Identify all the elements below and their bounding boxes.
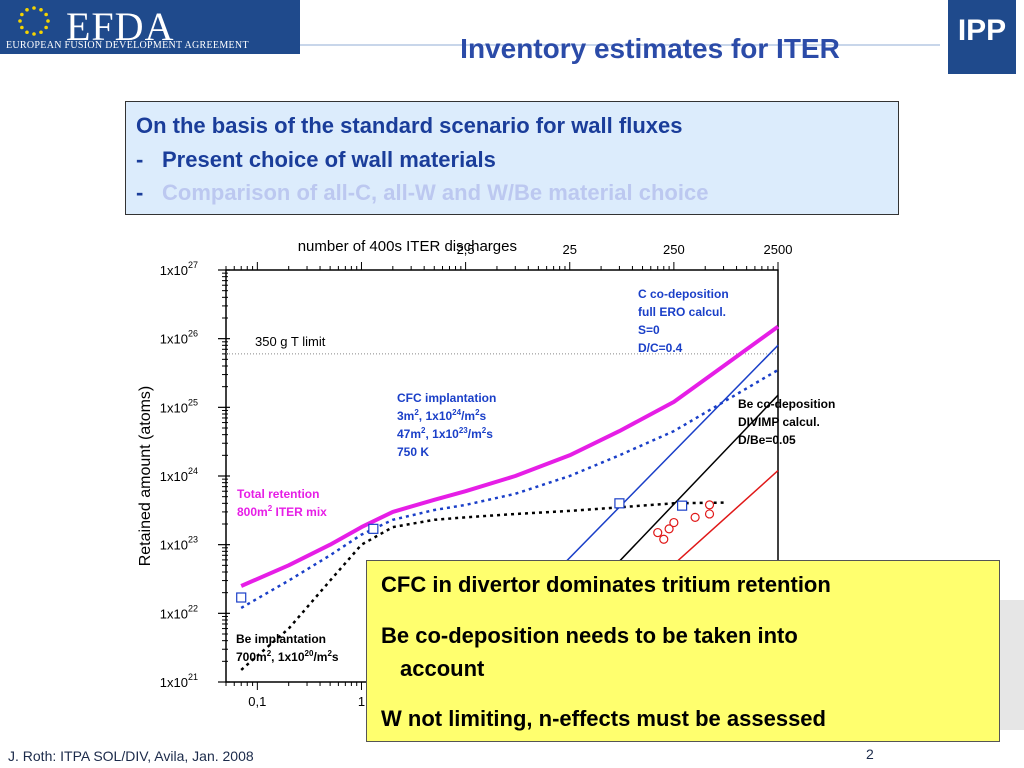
y-tick-label: 1x1025 (160, 397, 198, 415)
eu-star (46, 19, 50, 23)
annotation-be-impl: Be implantation (236, 632, 326, 646)
eu-star (39, 7, 43, 12)
bullet-dash: - (136, 147, 144, 172)
retention-chart: 1x1027 1x1026 1x1025 1x1024 1x1023 1x1022 1x10… (137, 238, 835, 709)
top-axis-label: number of 400s ITER discharges (298, 238, 517, 255)
eu-star (32, 6, 36, 10)
data-point-circle (669, 517, 679, 528)
eu-star (39, 30, 43, 35)
annotation-cfc-impl: 47m2, 1x1023/m2s (397, 426, 493, 441)
annotation-be-codep: DIVIMP calcul. (738, 415, 820, 429)
annotation-be-impl: 700m2, 1x1020/m2s (236, 649, 339, 664)
annotation-c-codep: D/C=0.4 (638, 341, 683, 355)
decorative-strip (1000, 600, 1024, 730)
data-point-circle (664, 524, 674, 534)
eu-star (18, 19, 22, 23)
annotation-be-codep: Be co-deposition (738, 397, 835, 411)
footer-citation: J. Roth: ITPA SOL/DIV, Avila, Jan. 2008 (8, 748, 254, 764)
x-top-tick-label: 250 (663, 242, 685, 257)
data-point-square (368, 523, 379, 534)
y-axis-label: Retained amount (atoms) (137, 386, 154, 567)
conclusion-line-continued: account (400, 656, 485, 681)
x-bottom-tick-label: 0,1 (248, 694, 266, 709)
eu-star (44, 25, 48, 30)
conclusion-line: CFC in divertor dominates tritium retent… (381, 572, 831, 597)
context-item-text: Comparison of all-C, all-W and W/Be mate… (162, 180, 709, 205)
eu-star (20, 25, 24, 30)
annotation-be-codep: D/Be=0.05 (738, 433, 796, 447)
x-top-tick-label: 2500 (764, 242, 793, 257)
efda-logo: EFDA EUROPEAN FUSION DEVELOPMENT AGREEME… (0, 0, 300, 54)
data-point-circle (704, 500, 715, 510)
efda-logo-subtitle: EUROPEAN FUSION DEVELOPMENT AGREEMENT (6, 40, 249, 51)
series-line-cfc-implantation (240, 368, 779, 609)
series-line-be-implantation (240, 501, 724, 671)
x-bottom-tick-label: 1 (358, 694, 365, 709)
context-item: - Present choice of wall materials (136, 147, 496, 173)
y-tick-label: 1x1027 (160, 260, 198, 278)
conclusion-line: W not limiting, n-effects must be assess… (381, 706, 826, 731)
conclusion-line: Be co-deposition needs to be taken into (381, 623, 798, 648)
annotation-total: 800m2 ITER mix (237, 504, 327, 519)
data-point-circle (690, 512, 700, 522)
y-tick-label: 1x1024 (160, 466, 198, 484)
eu-star (25, 30, 29, 35)
eu-star (20, 12, 24, 17)
limit-label: 350 g T limit (255, 334, 326, 349)
data-point-square (236, 592, 247, 603)
bullet-dash: - (136, 180, 144, 205)
y-tick-label: 1x1021 (160, 672, 198, 690)
annotation-cfc-impl: CFC implantation (397, 391, 496, 405)
eu-star (32, 32, 36, 36)
y-tick-label: 1x1023 (160, 535, 198, 553)
y-axis: 1x1027 1x1026 1x1025 1x1024 1x1023 1x1022 1x10… (160, 260, 230, 690)
y-tick-label: 1x1026 (160, 329, 198, 347)
data-point-circle (704, 509, 715, 519)
context-item: - Comparison of all-C, all-W and W/Be mat… (136, 180, 708, 206)
conclusion-callout: CFC in divertor dominates tritium retent… (366, 560, 1000, 742)
slide-title: Inventory estimates for ITER (460, 33, 840, 64)
header-divider (300, 44, 940, 46)
data-point-square (614, 498, 625, 509)
ipp-logo-icon: IPP (948, 0, 1016, 74)
series-line-total-retention (240, 324, 780, 588)
annotation-c-codep: S=0 (638, 323, 660, 337)
annotation-cfc-impl: 3m2, 1x1024/m2s (397, 408, 487, 423)
y-tick-label: 1x1022 (160, 603, 198, 621)
page-number: 2 (866, 746, 874, 762)
eu-star (25, 7, 29, 12)
annotation-total: Total retention (237, 487, 319, 501)
data-point-circle (653, 527, 663, 538)
ipp-logo-text: IPP (958, 14, 1006, 47)
context-item-text: Present choice of wall materials (162, 147, 496, 172)
context-intro: On the basis of the standard scenario fo… (136, 113, 683, 138)
eu-star (44, 12, 48, 17)
x-top-tick-label: 25 (563, 242, 577, 257)
annotation-c-codep: C co-deposition (638, 287, 729, 301)
data-point-circle (659, 534, 669, 544)
eu-stars-icon (18, 6, 50, 36)
efda-logo-text: EFDA (66, 4, 175, 49)
data-point-square (677, 500, 688, 511)
x-top-tick-label: 2,5 (457, 242, 475, 257)
annotation-cfc-impl: 750 K (397, 445, 429, 459)
context-box: On the basis of the standard scenario fo… (125, 101, 899, 215)
slide-header: EFDA EUROPEAN FUSION DEVELOPMENT AGREEME… (0, 0, 1024, 85)
annotation-c-codep: full ERO calcul. (638, 305, 726, 319)
